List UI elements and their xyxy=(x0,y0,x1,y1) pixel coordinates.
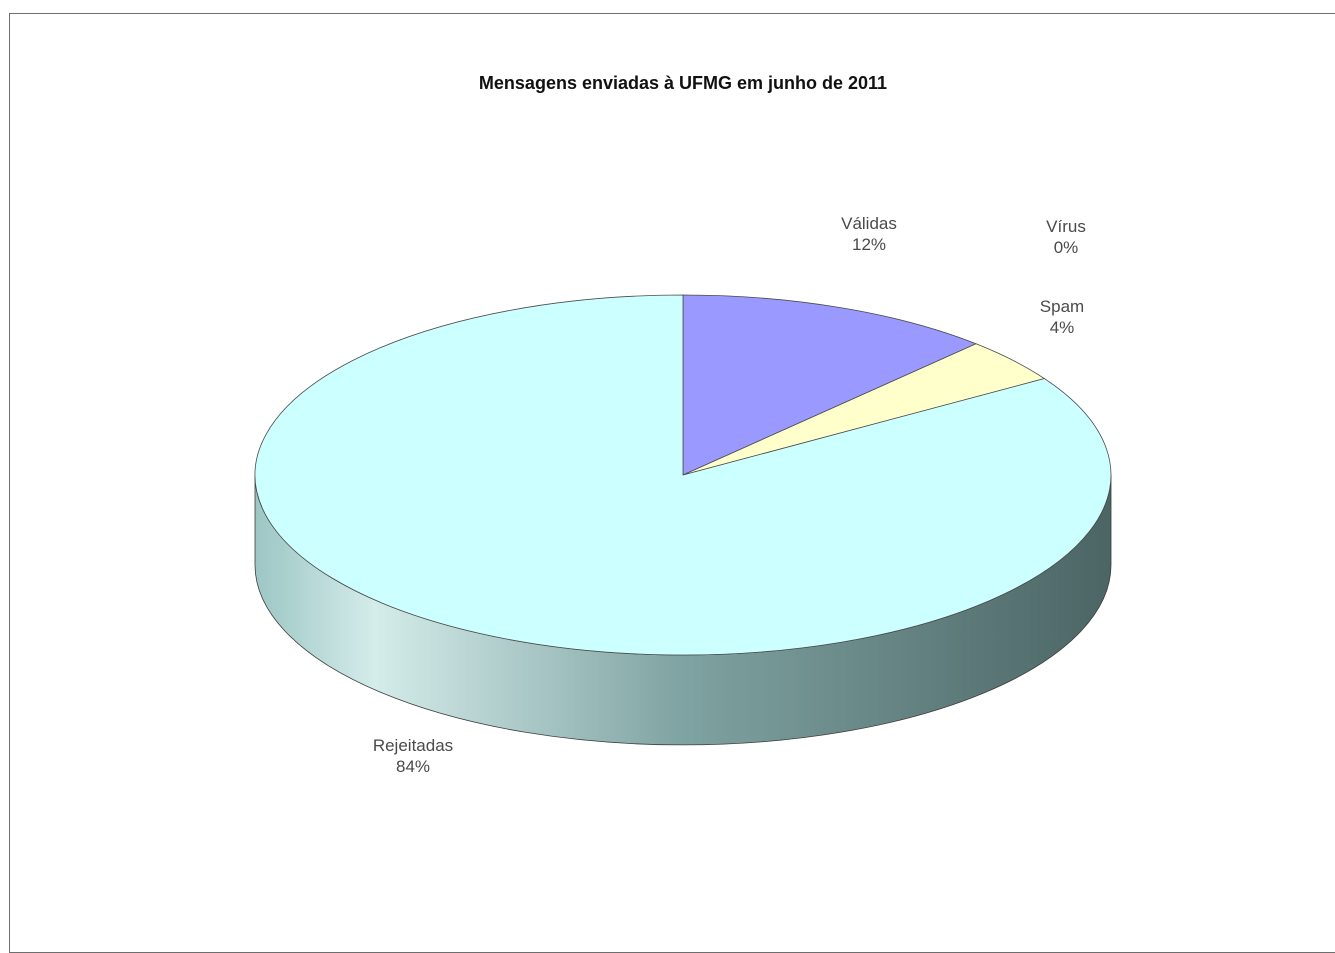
pie-chart: Mensagens enviadas à UFMG em junho de 20… xyxy=(254,73,1112,776)
slice-value-virus: 0% xyxy=(1054,238,1079,257)
slice-name-rejeitadas: Rejeitadas xyxy=(373,736,453,755)
pie-slice-validas xyxy=(682,294,978,476)
slice-name-virus: Vírus xyxy=(1046,217,1086,236)
slice-name-spam: Spam xyxy=(1040,297,1084,316)
slice-value-rejeitadas: 84% xyxy=(396,757,430,776)
slice-label-spam: Spam 4% xyxy=(1040,297,1084,337)
chart-title: Mensagens enviadas à UFMG em junho de 20… xyxy=(479,73,887,93)
slice-label-virus: Vírus 0% xyxy=(1046,217,1086,257)
slice-label-validas: Válidas 12% xyxy=(841,214,897,254)
pie-top xyxy=(254,294,1112,656)
pie-slice-rejeitadas xyxy=(254,294,1112,656)
slice-value-spam: 4% xyxy=(1050,318,1075,337)
slice-value-validas: 12% xyxy=(852,235,886,254)
pie-labels: Válidas 12% Spam 4% Vírus 0% Rejeitadas 84% xyxy=(373,214,1086,776)
slice-label-rejeitadas: Rejeitadas 84% xyxy=(373,736,453,776)
slice-name-validas: Válidas xyxy=(841,214,897,233)
